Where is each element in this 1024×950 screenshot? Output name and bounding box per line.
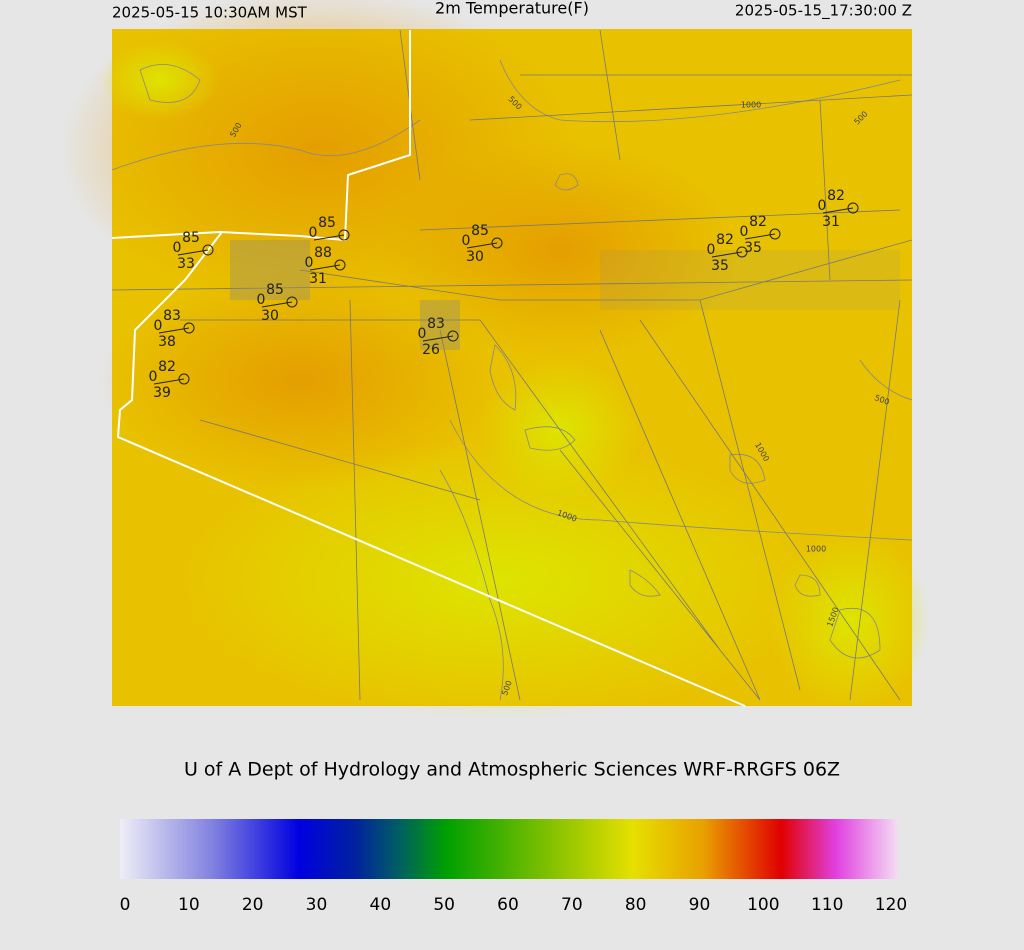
colorbar-tick-label: 60 (497, 895, 519, 915)
station-dewpoint: 33 (177, 256, 195, 272)
title: 2m Temperature(F) (435, 0, 589, 18)
station-marker (491, 237, 503, 249)
contour-label: 1000 (741, 101, 761, 110)
header-left: 2025-05-15 10:30AM MST (112, 4, 308, 22)
station-marker (447, 330, 459, 342)
station-wind: 0 (418, 326, 427, 342)
station-temp: 88 (314, 245, 332, 261)
station-temp: 85 (471, 223, 489, 239)
station-marker (334, 259, 346, 271)
wind-barb (313, 234, 345, 241)
colorbar-tick-label: 70 (561, 895, 583, 915)
station-temp: 85 (182, 230, 200, 246)
station-temp: 85 (318, 215, 336, 231)
station-dewpoint: 31 (822, 214, 840, 230)
station-dewpoint: 39 (153, 385, 171, 401)
colorbar-tick-label: 20 (242, 895, 264, 915)
colorbar-tick-label: 90 (689, 895, 711, 915)
station-dewpoint: 31 (309, 271, 327, 287)
wind-barb (822, 207, 854, 214)
station-dewpoint: 38 (158, 334, 176, 350)
station-wind: 0 (257, 292, 266, 308)
station-dewpoint: 35 (744, 240, 762, 256)
wind-barb (261, 301, 293, 308)
station-wind: 0 (462, 233, 471, 249)
station-marker (202, 244, 214, 256)
colorbar-tick-label: 80 (625, 895, 647, 915)
colorbar-tick-label: 40 (370, 895, 392, 915)
station-marker (736, 246, 748, 258)
station-marker (769, 228, 781, 240)
header-right: 2025-05-15_17:30:00 Z (735, 2, 912, 21)
map (60, 0, 930, 720)
station-marker (847, 202, 859, 214)
colorbar-tick-label: 10 (178, 895, 200, 915)
colorbar-tick-label: 100 (747, 895, 779, 915)
station-wind: 0 (149, 369, 158, 385)
station-dewpoint: 26 (422, 342, 440, 358)
colorbar (120, 819, 898, 879)
station-dewpoint: 30 (261, 308, 279, 324)
wind-barb (153, 378, 185, 385)
station-wind: 0 (309, 225, 318, 241)
station-marker (183, 322, 195, 334)
colorbar-tick-label: 50 (433, 895, 455, 915)
station-marker (178, 373, 190, 385)
wind-barb (309, 264, 341, 271)
colorbar-tick-label: 30 (306, 895, 328, 915)
station-temp: 83 (427, 316, 445, 332)
station-wind: 0 (154, 318, 163, 334)
wind-barb (177, 249, 209, 256)
station-marker (286, 296, 298, 308)
station-temp: 82 (827, 188, 845, 204)
station-temp: 82 (158, 359, 176, 375)
station-wind: 0 (818, 198, 827, 214)
wind-barb (466, 242, 498, 249)
station-dewpoint: 30 (466, 249, 484, 265)
colorbar-tick-label: 0 (120, 895, 131, 915)
footer: U of A Dept of Hydrology and Atmospheric… (184, 759, 840, 781)
station-wind: 0 (173, 240, 182, 256)
station-temp: 82 (716, 232, 734, 248)
station-temp: 85 (266, 282, 284, 298)
station-wind: 0 (305, 255, 314, 271)
station-dewpoint: 35 (711, 258, 729, 274)
station-wind: 0 (740, 224, 749, 240)
wind-barb (158, 327, 190, 334)
station-marker (338, 229, 350, 241)
wind-barb (711, 251, 743, 258)
station-temp: 82 (749, 214, 767, 230)
contour-label: 1000 (806, 545, 826, 554)
station-wind: 0 (707, 242, 716, 258)
station-temp: 83 (163, 308, 181, 324)
wind-barb (422, 335, 454, 342)
wind-barb (744, 233, 776, 240)
colorbar-tick-label: 110 (811, 895, 843, 915)
colorbar-tick-label: 120 (875, 895, 907, 915)
